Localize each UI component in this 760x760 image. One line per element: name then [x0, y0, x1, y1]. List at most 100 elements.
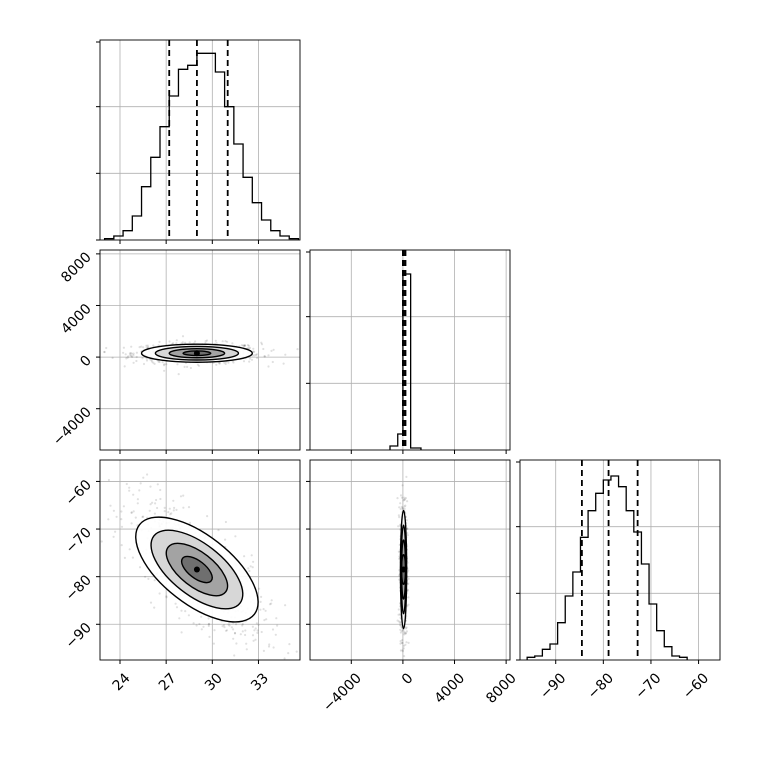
sample-point [217, 529, 220, 532]
sample-point [142, 362, 146, 366]
sample-point [252, 560, 255, 563]
sample-point [128, 548, 131, 551]
x-tick-label: 33 [248, 670, 272, 694]
sample-point [399, 628, 402, 631]
sample-point [400, 505, 403, 509]
sample-point [150, 360, 153, 363]
contour-line [168, 348, 226, 359]
sample-point [153, 606, 156, 609]
sample-point [400, 624, 403, 627]
sample-point [242, 360, 246, 363]
sample-point [401, 641, 404, 645]
x-tick-label: 4000 [432, 670, 469, 707]
sample-point [397, 514, 400, 517]
sample-point [184, 610, 187, 613]
sample-point [163, 510, 166, 513]
sample-point [225, 629, 229, 632]
sample-point [228, 624, 231, 627]
scatter-param0-vs-param2-frame [99, 459, 301, 661]
sample-point [399, 621, 402, 625]
sample-point [247, 344, 251, 347]
sample-point [249, 565, 252, 568]
contour-line [180, 555, 213, 584]
sample-point [232, 361, 235, 364]
sample-point [242, 344, 245, 347]
sample-point [120, 525, 124, 528]
sample-point [253, 350, 256, 353]
sample-point [402, 628, 405, 632]
sample-point [233, 654, 236, 657]
sample-point [259, 608, 262, 611]
sample-point [250, 554, 253, 557]
sample-point [231, 342, 234, 345]
sample-point [284, 353, 287, 356]
sample-point [253, 629, 256, 632]
sample-point [243, 344, 246, 347]
sample-point [172, 342, 175, 345]
sample-point [401, 484, 404, 487]
sample-point [130, 511, 133, 514]
sample-point [272, 646, 275, 649]
sample-point [163, 369, 166, 372]
sample-point [262, 608, 265, 611]
sample-point [165, 595, 168, 598]
sample-point [129, 354, 132, 357]
sample-point [260, 630, 263, 634]
hist-param-2-histogram-steps [526, 475, 688, 660]
sample-point [243, 555, 246, 558]
sample-point [232, 628, 235, 631]
contour-line [154, 345, 240, 361]
sample-point [189, 366, 192, 370]
x-tick-label: −90 [537, 670, 569, 702]
density-peak [193, 350, 200, 357]
sample-point [242, 344, 245, 347]
sample-point [241, 624, 244, 627]
sample-point [130, 352, 133, 355]
sample-point [208, 635, 211, 639]
sample-point [268, 603, 272, 606]
x-tick-label: 30 [202, 670, 226, 694]
sample-point [407, 577, 410, 580]
sample-point [120, 518, 123, 521]
sample-point [215, 342, 218, 345]
sample-point [123, 365, 126, 368]
sample-point [207, 624, 210, 628]
sample-point [401, 639, 404, 642]
sample-point [130, 354, 133, 358]
sample-point [398, 506, 401, 509]
sample-point [397, 525, 400, 528]
sample-point [178, 617, 181, 620]
sample-point [181, 341, 184, 344]
sample-point [187, 614, 190, 617]
sample-point [256, 356, 259, 360]
sample-point [142, 515, 145, 518]
sample-point [398, 624, 402, 627]
sample-point [131, 556, 134, 559]
sample-point [400, 629, 403, 633]
sample-point [407, 641, 410, 645]
sample-point [401, 650, 404, 653]
sample-point [404, 632, 407, 635]
sample-point [139, 482, 142, 485]
sample-point [126, 356, 129, 359]
sample-point [181, 335, 185, 338]
x-tick-label: 0 [399, 670, 417, 688]
sample-point [204, 340, 207, 343]
sample-point [175, 508, 178, 511]
y-tick-label: −90 [63, 620, 95, 652]
sample-point [263, 619, 266, 622]
sample-point [257, 623, 260, 626]
contour-line [135, 516, 259, 623]
sample-point [154, 502, 157, 505]
sample-point [224, 538, 227, 541]
sample-point [287, 652, 290, 655]
sample-point [142, 346, 145, 349]
x-tick-label: −70 [632, 670, 664, 702]
sample-point [234, 535, 237, 538]
sample-point [196, 363, 199, 366]
sample-point [240, 344, 243, 347]
sample-point [254, 638, 257, 641]
sample-point [152, 344, 155, 347]
sample-point [258, 587, 261, 590]
